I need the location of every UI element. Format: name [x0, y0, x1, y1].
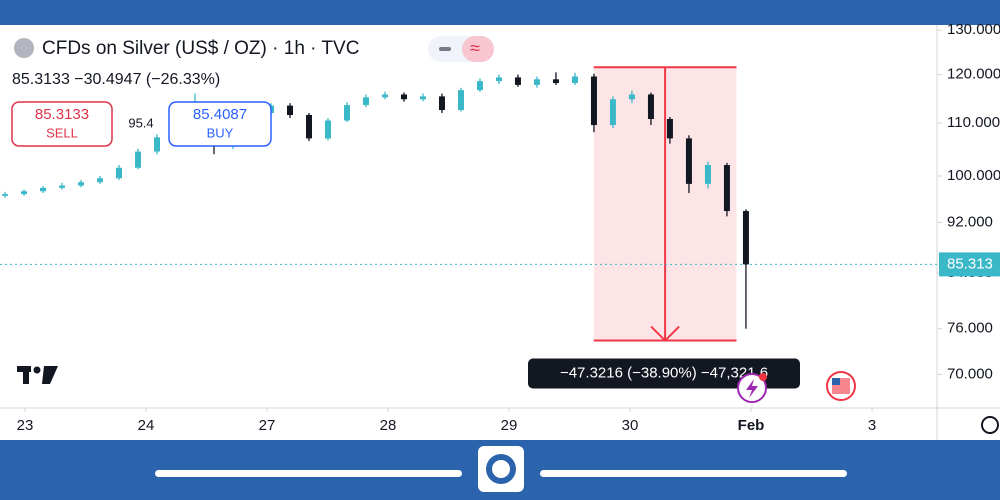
- y-tick-label: 100.000: [947, 167, 1000, 184]
- candle-body: [78, 182, 85, 186]
- header: CFDs on Silver (US$ / OZ) · 1h · TVC ≈ 8…: [11, 36, 494, 147]
- candle-body: [438, 96, 445, 111]
- candle-body: [40, 187, 47, 192]
- buy-label: BUY: [207, 125, 234, 140]
- candle-body: [135, 151, 142, 168]
- flag-glyph: [832, 378, 840, 385]
- x-tick-label: 24: [138, 417, 155, 434]
- measure-arrowhead: [650, 325, 680, 342]
- app-icon-glyph: [492, 460, 510, 478]
- candle-body: [609, 99, 616, 126]
- candle-body: [704, 165, 711, 184]
- measure-label: −47.3216 (−38.90%) −47,321.6: [560, 364, 768, 381]
- candle-body: [381, 94, 388, 98]
- logo-part: [33, 366, 41, 374]
- candle-body: [2, 194, 9, 196]
- top-bar: [0, 0, 1000, 25]
- candle-body: [116, 167, 123, 179]
- candle-body: [362, 97, 369, 106]
- toggle-active[interactable]: [462, 36, 494, 62]
- logo-part: [42, 366, 58, 384]
- symbol-icon: [14, 38, 34, 58]
- candle-body: [324, 120, 331, 139]
- toggle-icon: [439, 47, 451, 51]
- candle-body: [647, 94, 654, 119]
- candle-body: [305, 114, 312, 139]
- y-tick-label: 120.000: [947, 66, 1000, 83]
- spread: 95.4: [128, 115, 153, 130]
- sell-label: SELL: [46, 125, 78, 140]
- candle-body: [97, 178, 104, 183]
- y-tick-label: 76.000: [947, 320, 993, 337]
- x-tick-label: 23: [17, 417, 34, 434]
- event-glyph: [746, 379, 758, 398]
- plot: −47.3216 (−38.90%) −47,321.6: [0, 66, 937, 389]
- candle-body: [59, 185, 66, 188]
- candle-body: [495, 77, 502, 82]
- candle-body: [552, 79, 559, 84]
- x-tick-label: 3: [868, 417, 876, 434]
- last-price-box: [939, 252, 1000, 277]
- y-tick-label: 92.000: [947, 213, 993, 230]
- candle-body: [685, 138, 692, 184]
- sell-button[interactable]: [11, 101, 113, 147]
- candle-body: [666, 118, 673, 139]
- candle-body: [742, 211, 749, 265]
- candle-body: [590, 76, 597, 126]
- nav-pill: [540, 470, 847, 477]
- last-price-label: 85.313: [947, 255, 993, 272]
- candle-body: [286, 105, 293, 115]
- logo-part: [23, 366, 29, 384]
- candle-body: [400, 94, 407, 100]
- x-tick-label: 30: [622, 417, 639, 434]
- price-line: 85.3133 −30.4947 (−26.33%): [12, 71, 220, 88]
- candle-body: [457, 90, 464, 111]
- buy-button[interactable]: [168, 101, 272, 147]
- buy-price: 85.4087: [193, 106, 247, 123]
- toggle-icon: ≈: [470, 38, 480, 58]
- x-tick-label: 27: [259, 417, 276, 434]
- tv-logo: [17, 366, 58, 384]
- candle-body: [419, 96, 426, 100]
- symbol-title: CFDs on Silver (US$ / OZ) · 1h · TVC: [42, 38, 359, 59]
- settings-icon[interactable]: [981, 416, 999, 434]
- measure-label-box: [528, 358, 800, 389]
- nav-pill: [155, 470, 462, 477]
- candle-body: [21, 191, 28, 195]
- candle-body: [154, 137, 161, 152]
- sell-price: 85.3133: [35, 106, 89, 123]
- x-tick-label: Feb: [738, 417, 765, 434]
- x-tick-label: 29: [501, 417, 518, 434]
- candle-body: [723, 165, 730, 212]
- y-tick-label: 70.000: [947, 365, 993, 382]
- y-tick-label: 110.000: [947, 114, 1000, 131]
- y-tick-label: 130.000: [947, 21, 1000, 38]
- event-dot: [759, 373, 767, 381]
- candle-body: [343, 105, 350, 121]
- candle-body: [476, 81, 483, 91]
- candle-body: [533, 79, 540, 85]
- candle-body: [514, 77, 521, 85]
- candle-body: [628, 94, 635, 100]
- candle-body: [571, 76, 578, 84]
- x-tick-label: 28: [380, 417, 397, 434]
